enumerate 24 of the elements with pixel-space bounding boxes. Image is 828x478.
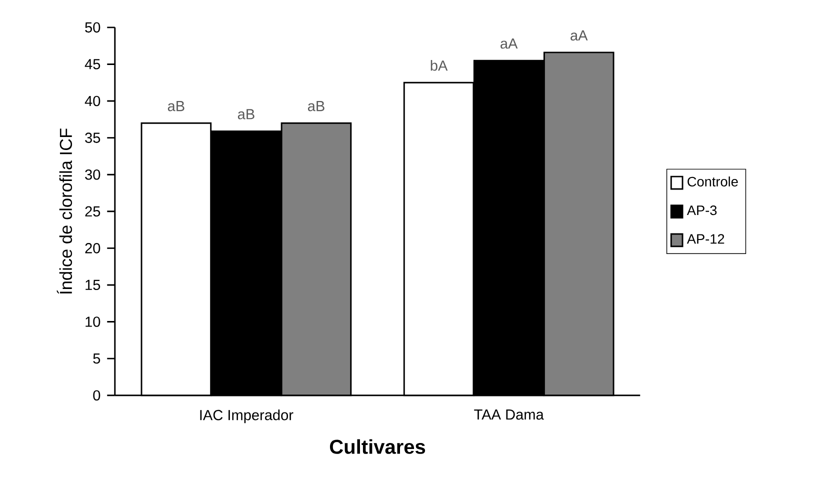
legend-label: AP-12 bbox=[686, 234, 724, 244]
y-tick-label: 30 bbox=[85, 169, 100, 180]
x-tick-label: TAA Dama bbox=[474, 409, 544, 420]
legend-label: AP-3 bbox=[686, 205, 717, 216]
legend-label: Controle bbox=[688, 176, 738, 186]
y-tick-label: 40 bbox=[84, 96, 100, 106]
data-label: aB bbox=[238, 109, 254, 120]
y-tick-label: 20 bbox=[85, 242, 100, 254]
data-label: aA bbox=[500, 38, 518, 49]
y-tick-label: 10 bbox=[86, 316, 100, 327]
y-tick-label: 5 bbox=[93, 353, 100, 364]
data-label: bA bbox=[430, 60, 448, 71]
y-axis-title: Índice de clorofila ICF bbox=[56, 128, 72, 294]
y-tick-label: 0 bbox=[93, 390, 100, 400]
data-label: aB bbox=[308, 100, 324, 112]
x-axis-title: Cultivares bbox=[330, 439, 426, 454]
x-tick-label: IAC Imperador bbox=[200, 409, 294, 424]
data-label: aB bbox=[168, 100, 184, 112]
y-tick-label: 50 bbox=[85, 22, 100, 33]
y-tick-label: 15 bbox=[86, 280, 100, 290]
y-tick-label: 45 bbox=[84, 59, 100, 70]
y-tick-label: 35 bbox=[85, 132, 100, 143]
data-label: aA bbox=[570, 30, 588, 40]
y-tick-label: 25 bbox=[85, 206, 100, 216]
